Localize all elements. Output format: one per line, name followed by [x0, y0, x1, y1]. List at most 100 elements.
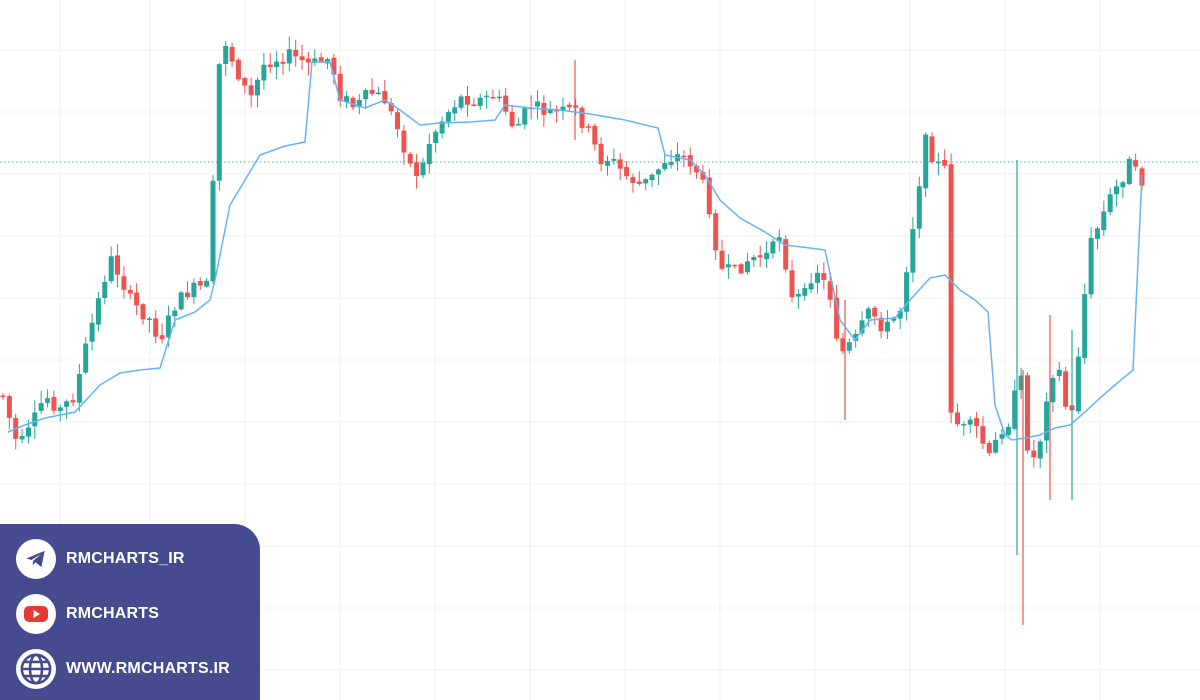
candle-up [1126, 158, 1132, 185]
candle-down [1025, 375, 1030, 451]
candle-down [719, 250, 725, 269]
candle-up [363, 90, 369, 100]
candle-down [299, 56, 305, 61]
candle-up [255, 79, 260, 96]
youtube-icon [16, 594, 56, 634]
candle-down [248, 85, 254, 96]
youtube-label: RMCHARTS [66, 605, 160, 622]
candle-down [280, 61, 286, 64]
candle-up [496, 96, 502, 99]
candle-down [337, 73, 343, 101]
candle-up [1044, 401, 1050, 441]
candle-up [745, 261, 750, 273]
candle-up [312, 58, 318, 63]
candle-up [776, 237, 782, 242]
candle-down [681, 155, 687, 158]
candle-down [388, 103, 394, 112]
candle-down [955, 412, 960, 425]
candle-down [598, 143, 604, 165]
candle-down [585, 126, 591, 128]
candle-down [6, 396, 12, 418]
candle-up [76, 374, 82, 403]
candle-down [0, 395, 6, 397]
candle-down [509, 112, 515, 127]
candle-down [592, 125, 598, 145]
candle-down [617, 159, 623, 169]
website-label: WWW.RMCHARTS.IR [66, 660, 230, 677]
candle-down [331, 57, 337, 75]
candle-up [484, 95, 490, 98]
candle-down [407, 153, 413, 164]
candle-down [840, 338, 846, 352]
candle-down [624, 167, 630, 177]
telegram-row[interactable]: RMCHARTS_IR [16, 539, 185, 579]
candle-up [274, 61, 280, 68]
candle-up [655, 169, 661, 175]
candle-down [827, 281, 833, 300]
candle-up [1114, 186, 1119, 195]
candle-up [45, 398, 50, 403]
candle-down [783, 239, 789, 270]
candle-down [490, 97, 496, 99]
website-row[interactable]: WWW.RMCHARTS.IR [16, 649, 230, 689]
candle-down [757, 255, 763, 258]
candle-down [267, 64, 273, 67]
candle-down [51, 396, 57, 411]
candle-up [547, 109, 553, 113]
candle-down [732, 264, 738, 267]
candle-up [923, 134, 929, 189]
candle-up [433, 131, 439, 144]
candle-down [630, 177, 636, 183]
candle-down [115, 255, 120, 275]
candle-down [566, 104, 572, 108]
candle-up [904, 272, 910, 312]
candle-up [910, 229, 916, 273]
telegram-label: RMCHARTS_IR [66, 550, 185, 567]
candle-down [229, 46, 235, 62]
candle-down [942, 160, 948, 166]
candle-down [700, 171, 706, 180]
candle-up [477, 97, 483, 106]
candle-up [458, 96, 464, 108]
candle-up [1012, 390, 1018, 429]
candle-up [204, 280, 210, 287]
candle-down [465, 96, 470, 105]
telegram-icon [16, 539, 56, 579]
candle-down [821, 273, 827, 280]
candle-up [146, 318, 152, 320]
candle-down [471, 104, 477, 106]
candle-up [535, 101, 540, 107]
candle-down [872, 307, 878, 317]
candle-up [1056, 369, 1062, 377]
candle-down [636, 181, 642, 184]
candle-up [1037, 441, 1043, 459]
candle-up [445, 112, 451, 122]
candle-up [649, 174, 655, 181]
candle-down [159, 335, 165, 340]
candle-up [344, 96, 350, 103]
candle-down [579, 107, 585, 128]
candle-down [706, 177, 712, 215]
candle-down [1063, 371, 1069, 407]
candle-down [1031, 450, 1037, 458]
candle-up [19, 435, 25, 440]
candle-up [375, 92, 381, 95]
candle-up [1005, 426, 1011, 435]
candle-down [395, 112, 400, 130]
candle-down [242, 78, 248, 86]
candle-up [426, 144, 432, 165]
youtube-row[interactable]: RMCHARTS [16, 594, 159, 634]
candle-up [26, 427, 31, 437]
candle-up [102, 281, 108, 298]
candle-up [1088, 238, 1094, 295]
candle-down [713, 213, 719, 251]
candle-up [1107, 194, 1113, 212]
candle-up [897, 310, 903, 319]
candle-down [980, 426, 986, 444]
average-line [7, 61, 1143, 441]
branding-panel: RMCHARTS_IR RMCHARTS WWW.RMCHARTS.IR [0, 524, 260, 700]
candle-up [770, 241, 776, 254]
candle-up [522, 108, 528, 125]
